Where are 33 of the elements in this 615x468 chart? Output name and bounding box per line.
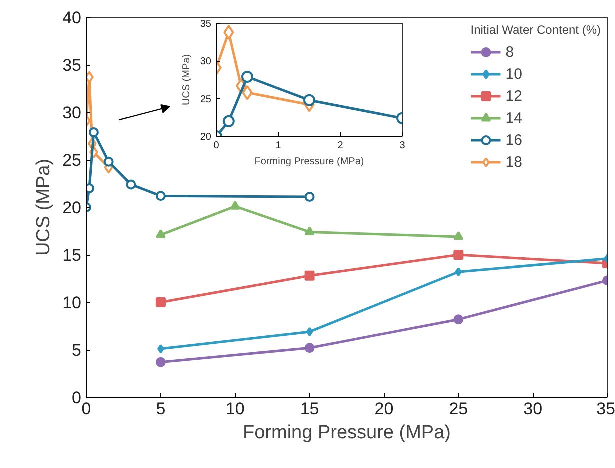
x-tick-label: 15 [300,400,320,418]
y-tick-label: 5 [72,341,82,360]
y-tick-label: 20 [62,198,82,218]
y-tick-label: 30 [62,104,82,122]
legend-label: 18 [506,154,524,170]
x-tick-label: 2 [338,140,344,152]
x-tick-label: 1 [276,140,282,152]
x-tick-label: 0 [214,140,220,152]
x-tick-label: 25 [449,400,468,418]
legend-title: Initial Water Content (%) [470,23,601,37]
legend-label: 12 [506,88,524,104]
y-tick-label: 10 [62,294,82,312]
y-tick-label: 15 [62,246,82,265]
y-tick-label: 20 [200,132,212,143]
legend-label: 16 [506,132,524,148]
x-axis-title: Forming Pressure (MPa) [254,156,364,168]
y-tick-label: 40 [62,8,82,28]
x-tick-label: 5 [156,400,166,418]
x-tick-label: 30 [524,400,543,418]
y-tick-label: 35 [200,19,212,30]
legend-label: 14 [506,110,524,126]
x-tick-label: 35 [596,400,615,418]
x-tick-label: 10 [226,400,245,418]
y-axis-title: UCS (MPa) [34,158,55,256]
x-axis-title: Forming Pressure (MPa) [243,422,452,444]
y-tick-label: 25 [200,94,212,106]
y-tick-label: 30 [200,56,212,68]
legend-label: 8 [506,44,516,60]
y-axis-title: UCS (MPa) [181,54,192,106]
x-tick-label: 20 [374,400,394,418]
x-tick-label: 3 [400,140,406,152]
legend-label: 10 [506,66,524,82]
y-tick-label: 35 [62,56,82,75]
